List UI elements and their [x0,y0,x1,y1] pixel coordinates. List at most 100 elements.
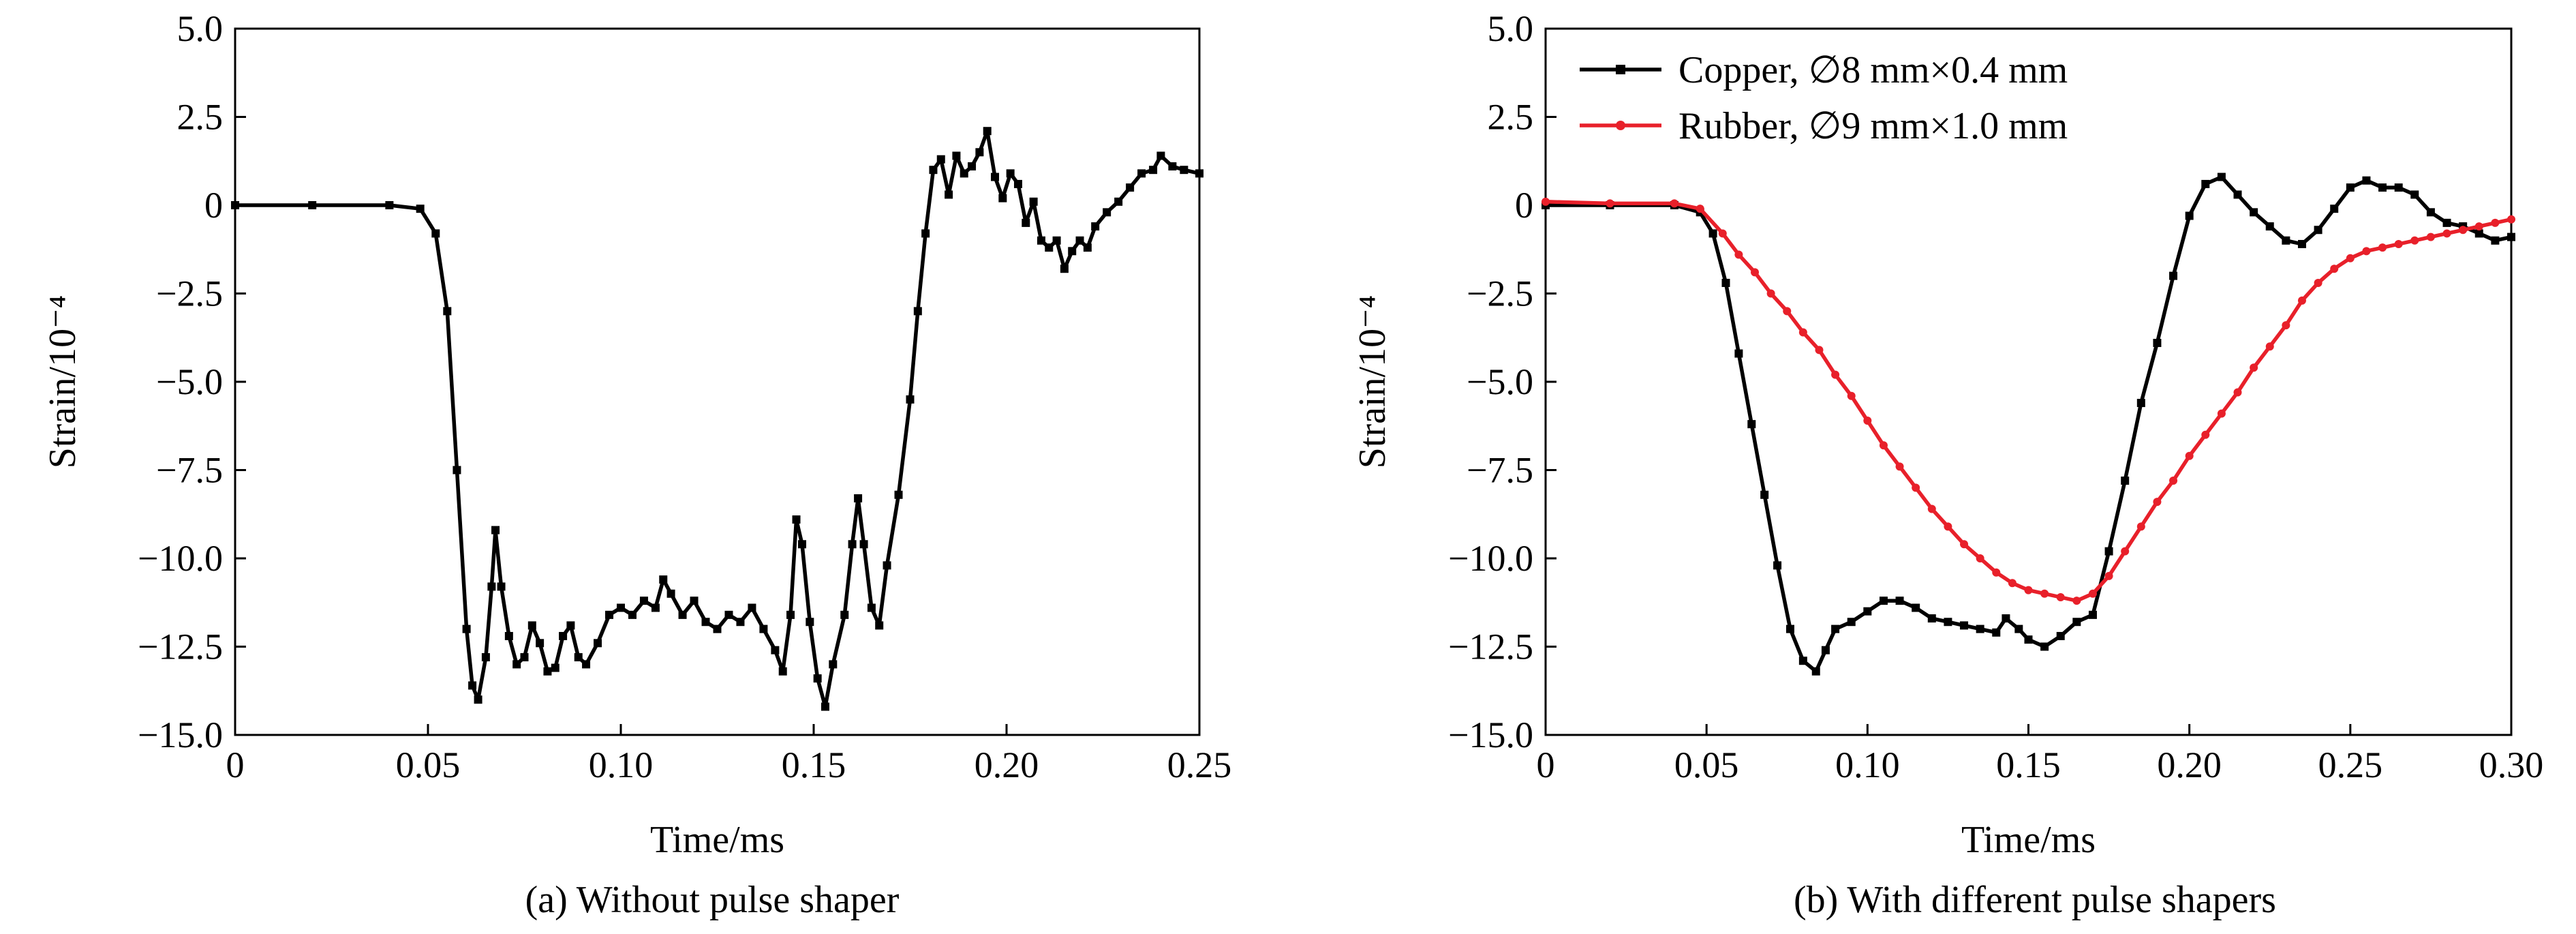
y-tick-label: −7.5 [156,450,223,491]
x-axis-title: Time/ms [1961,819,2096,861]
data-point [1721,278,1730,287]
series-line [235,129,1200,709]
data-point [431,229,440,238]
data-point [2378,243,2387,252]
data-point [875,621,884,630]
data-point [813,674,822,683]
data-point [1137,169,1146,178]
data-point [1114,197,1123,206]
data-point [713,624,722,633]
data-point [1068,247,1077,256]
data-point [504,631,513,640]
y-axis-title: Strain/10⁻⁴ [42,295,84,468]
data-point [1696,205,1704,213]
data-point [2491,218,2500,227]
data-point [2040,642,2049,651]
y-tick-label: −10.0 [138,538,223,579]
data-point [1091,222,1100,231]
data-point [1815,346,1824,355]
data-point [2442,229,2451,238]
data-point [1606,199,1614,208]
data-point [894,490,903,499]
data-point [778,667,787,676]
data-point [2217,409,2226,418]
data-point [2121,547,2130,556]
data-point [1734,349,1743,358]
caption-panel-b: (b) With different pulse shapers [1794,879,2276,921]
data-point [2410,190,2419,199]
data-point [574,653,583,662]
x-tick-label: 0.25 [2318,744,2383,785]
data-point [1045,243,1054,252]
data-point [1847,618,1856,627]
data-point [2346,254,2355,262]
data-point [1895,597,1904,605]
chart-panel-b: 0 0.05 0.10 0.15 0.20 0.25 0.30 5.0 2.5 0 −2.5 −5.0… [1351,8,2543,861]
data-point [1766,289,1775,298]
data-point [2088,610,2097,619]
data-point [2153,498,2162,507]
data-point [2250,208,2258,217]
data-point [1879,597,1888,605]
data-point [308,201,317,209]
data-point [2330,265,2339,273]
y-axis-title: Strain/10⁻⁴ [1351,295,1394,468]
data-point [2362,176,2371,185]
data-point [481,653,490,662]
data-point [1103,208,1111,217]
data-point [1944,618,1952,627]
legend-label: Copper, ∅8 mm×0.4 mm [1678,49,2068,91]
data-point [1747,420,1756,429]
y-tick-label: −5.0 [1467,361,1533,402]
data-point [1785,624,1794,633]
data-point [2330,205,2339,213]
data-point [1927,614,1936,623]
data-point [1798,657,1807,665]
data-point [1006,169,1015,178]
data-point [1895,462,1904,471]
y-tick-label: −7.5 [1467,450,1533,491]
data-point [2014,624,2023,633]
data-point [1126,183,1135,192]
data-point [2265,342,2274,351]
data-point [921,229,930,238]
chart-panel-a: 0 0.05 0.10 0.15 0.20 0.25 5.0 2.5 0 −2.5 −5.0 −7.5… [42,8,1231,861]
data-point [786,610,795,619]
data-point [792,515,801,524]
data-point [605,610,614,619]
y-tick-label: −10.0 [1448,538,1533,579]
data-point [983,127,992,136]
series-0 [231,127,1203,711]
data-point [1798,328,1807,337]
y-tick-label: −5.0 [156,361,223,402]
y-tick-label: −2.5 [1467,273,1533,314]
x-tick-label: 0.15 [782,744,846,785]
data-point [848,540,857,549]
data-point [1037,236,1045,245]
data-point [2346,183,2355,192]
x-tick-label: 0.20 [2157,744,2222,785]
y-tick-label: −15.0 [138,714,223,755]
x-tick-label: 0.10 [589,744,654,785]
data-point [2297,239,2306,248]
data-point [1083,243,1092,252]
data-point [2282,321,2290,330]
data-point [491,526,500,534]
data-point [960,169,968,178]
data-point [2474,229,2483,238]
data-point [2250,363,2258,372]
data-point [2459,226,2468,235]
legend-swatch-marker [1616,65,1625,74]
data-point [639,597,648,605]
data-point [1821,646,1830,654]
data-point [2136,522,2145,531]
data-point [443,307,452,316]
y-tick-label: −15.0 [1448,714,1533,755]
data-point [1708,229,1717,238]
data-point [2282,236,2290,245]
data-point [2474,222,2483,231]
data-point [2217,172,2226,181]
data-point [1783,307,1792,316]
y-tick-label: −12.5 [1448,627,1533,667]
data-point [1052,236,1061,245]
